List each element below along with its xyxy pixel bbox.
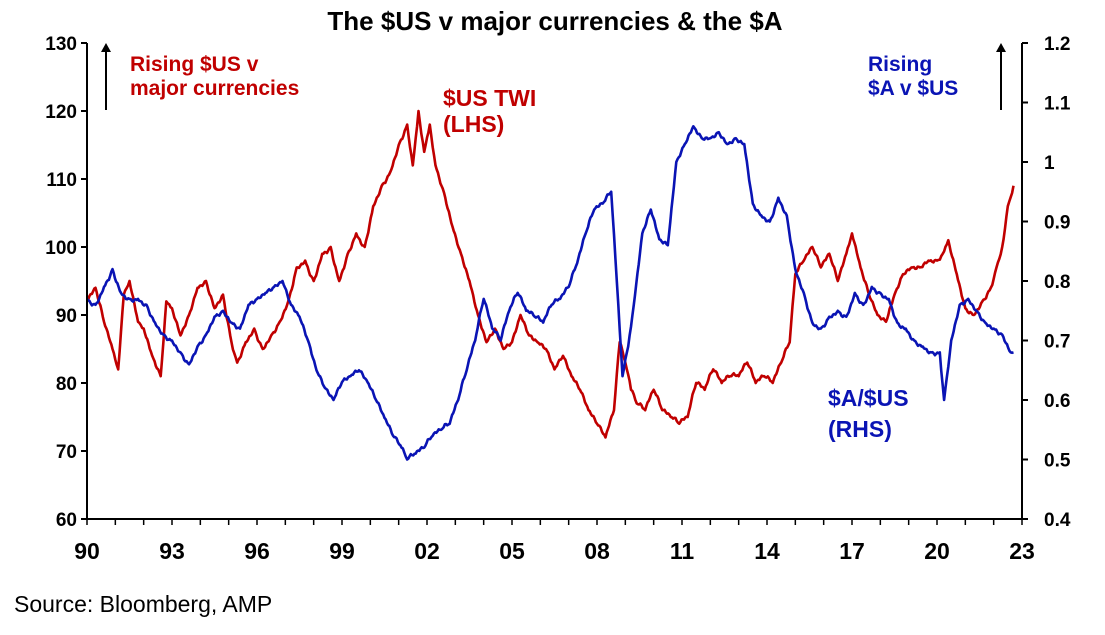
x-tick-label: 93: [159, 538, 185, 564]
x-tick-label: 05: [499, 538, 525, 564]
annotation-aud-line2: (RHS): [828, 416, 892, 442]
x-tick-label: 17: [839, 538, 865, 564]
axes-layer: 607080901001101201300.40.50.60.70.80.911…: [45, 34, 1071, 564]
left-tick-label: 120: [45, 102, 77, 123]
annotation-rising-us-line1: Rising $US v: [130, 53, 259, 76]
right-up-arrow-head: [996, 43, 1006, 52]
right-tick-label: 1.2: [1044, 34, 1070, 55]
x-tick-label: 20: [924, 538, 950, 564]
right-tick-label: 0.8: [1044, 272, 1070, 293]
right-tick-label: 0.7: [1044, 332, 1070, 353]
right-tick-label: 1: [1044, 153, 1055, 174]
left-tick-label: 110: [46, 170, 77, 191]
series-line-twi: [85, 109, 1015, 439]
annotation-twi-line1: $US TWI: [443, 85, 536, 111]
left-tick-label: 80: [56, 374, 77, 395]
annotation-rising-a-line2: $A v $US: [868, 77, 958, 100]
x-tick-label: 23: [1009, 538, 1035, 564]
x-tick-label: 08: [584, 538, 610, 564]
left-tick-label: 60: [56, 510, 77, 531]
annotation-twi-line2: (LHS): [443, 111, 504, 137]
annotation-rising-us-line2: major currencies: [130, 77, 299, 100]
left-tick-label: 70: [56, 442, 77, 463]
annotation-aud-line1: $A/$US: [828, 385, 909, 411]
x-tick-label: 02: [414, 538, 440, 564]
source-note: Source: Bloomberg, AMP: [14, 591, 272, 617]
series-layer: [85, 109, 1015, 461]
x-tick-label: 14: [754, 538, 780, 564]
chart-title: The $US v major currencies & the $A: [327, 6, 782, 36]
annotation-rising-a-line1: Rising: [868, 53, 932, 76]
right-tick-label: 1.1: [1044, 94, 1071, 115]
right-tick-label: 0.9: [1044, 213, 1070, 234]
left-tick-label: 100: [45, 238, 77, 259]
x-tick-label: 99: [329, 538, 355, 564]
left-up-arrow-head: [101, 43, 111, 52]
left-tick-label: 130: [45, 34, 77, 55]
left-tick-label: 90: [56, 306, 77, 327]
x-tick-label: 96: [244, 538, 270, 564]
right-tick-label: 0.4: [1044, 510, 1071, 531]
series-line-aud: [85, 125, 1014, 461]
x-tick-label: 90: [74, 538, 100, 564]
right-tick-label: 0.6: [1044, 391, 1070, 412]
x-tick-label: 11: [670, 538, 695, 564]
right-tick-label: 0.5: [1044, 451, 1071, 472]
